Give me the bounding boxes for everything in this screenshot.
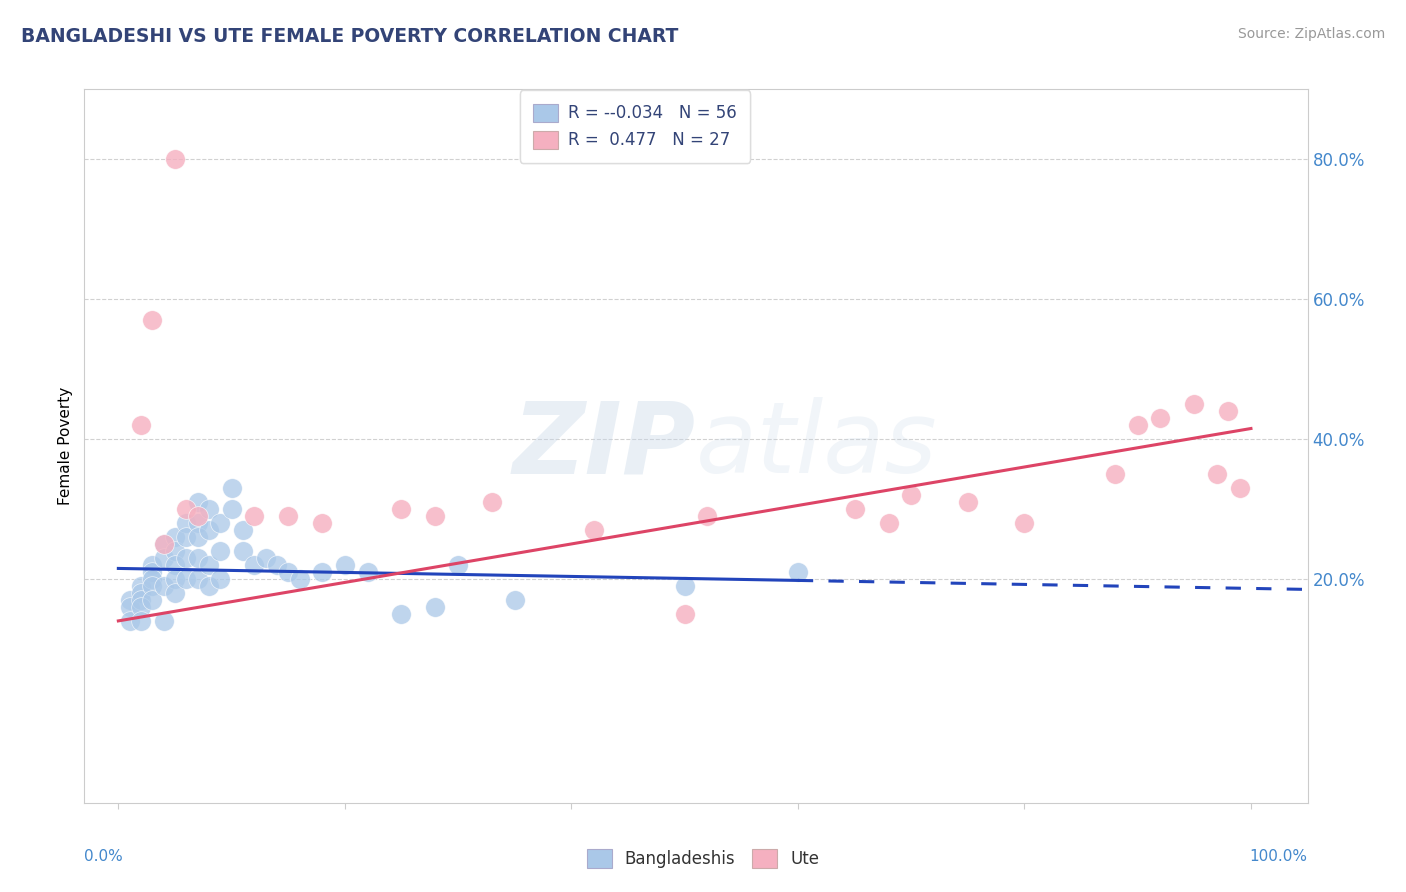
Point [141, 313, 163, 327]
Point [787, 565, 810, 579]
Point [209, 572, 232, 586]
Point [673, 607, 696, 621]
Point [209, 516, 232, 530]
Legend: Bangladeshis, Ute: Bangladeshis, Ute [579, 843, 827, 875]
Text: Source: ZipAtlas.com: Source: ZipAtlas.com [1237, 27, 1385, 41]
Point [333, 558, 356, 572]
Point [1229, 481, 1251, 495]
Point [956, 495, 979, 509]
Point [198, 558, 221, 572]
Text: ZIP: ZIP [513, 398, 696, 494]
Y-axis label: Female Poverty: Female Poverty [58, 387, 73, 505]
Point [844, 502, 866, 516]
Point [118, 593, 141, 607]
Point [163, 152, 186, 166]
Point [163, 544, 186, 558]
Point [129, 417, 152, 432]
Point [277, 508, 299, 523]
Point [129, 579, 152, 593]
Point [288, 572, 311, 586]
Point [187, 550, 209, 565]
Point [696, 508, 718, 523]
Point [447, 558, 470, 572]
Point [673, 579, 696, 593]
Point [254, 550, 277, 565]
Point [141, 572, 163, 586]
Point [198, 523, 221, 537]
Point [163, 530, 186, 544]
Text: 100.0%: 100.0% [1250, 849, 1308, 864]
Point [198, 502, 221, 516]
Point [1104, 467, 1126, 481]
Point [243, 558, 266, 572]
Point [1126, 417, 1149, 432]
Point [129, 593, 152, 607]
Point [900, 488, 922, 502]
Point [174, 502, 197, 516]
Point [118, 614, 141, 628]
Point [152, 537, 174, 551]
Point [425, 599, 447, 614]
Point [152, 550, 174, 565]
Point [163, 572, 186, 586]
Point [1149, 411, 1171, 425]
Point [232, 544, 254, 558]
Point [141, 579, 163, 593]
Point [141, 558, 163, 572]
Point [198, 579, 221, 593]
Point [221, 502, 243, 516]
Point [583, 523, 606, 537]
Point [163, 558, 186, 572]
Point [187, 530, 209, 544]
Point [1014, 516, 1036, 530]
Point [221, 481, 243, 495]
Point [129, 599, 152, 614]
Point [209, 544, 232, 558]
Point [187, 572, 209, 586]
Point [1218, 404, 1240, 418]
Point [152, 579, 174, 593]
Point [187, 508, 209, 523]
Point [174, 516, 197, 530]
Text: 0.0%: 0.0% [84, 849, 124, 864]
Point [356, 565, 378, 579]
Point [187, 516, 209, 530]
Point [152, 614, 174, 628]
Point [232, 523, 254, 537]
Point [503, 593, 526, 607]
Point [1206, 467, 1229, 481]
Point [1182, 397, 1205, 411]
Point [187, 495, 209, 509]
Point [163, 586, 186, 600]
Point [243, 508, 266, 523]
Point [141, 565, 163, 579]
Point [129, 586, 152, 600]
Point [425, 508, 447, 523]
Point [311, 565, 333, 579]
Text: atlas: atlas [696, 398, 938, 494]
Point [391, 502, 413, 516]
Point [174, 572, 197, 586]
Point [152, 537, 174, 551]
Point [129, 614, 152, 628]
Text: BANGLADESHI VS UTE FEMALE POVERTY CORRELATION CHART: BANGLADESHI VS UTE FEMALE POVERTY CORREL… [21, 27, 679, 45]
Point [174, 530, 197, 544]
Point [877, 516, 900, 530]
Point [174, 550, 197, 565]
Point [391, 607, 413, 621]
Point [141, 593, 163, 607]
Point [277, 565, 299, 579]
Point [481, 495, 503, 509]
Point [266, 558, 288, 572]
Point [118, 599, 141, 614]
Point [311, 516, 333, 530]
Legend: R = --0.034   N = 56, R =  0.477   N = 27: R = --0.034 N = 56, R = 0.477 N = 27 [520, 90, 749, 162]
